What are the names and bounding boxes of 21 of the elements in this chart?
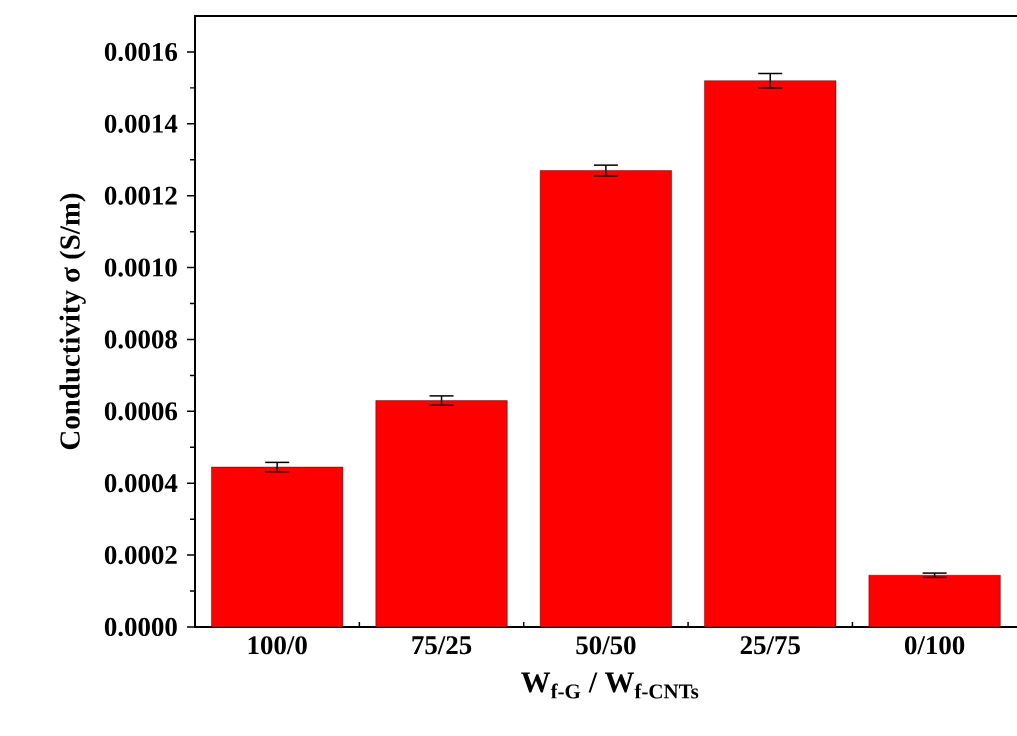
bar <box>868 575 1001 627</box>
bar <box>375 400 508 627</box>
bar <box>704 80 836 627</box>
x-axis-title: W$_{f-G}$ / W$_{f-CNTs}$ <box>521 672 699 699</box>
bar <box>540 170 672 627</box>
y-axis-title: Conductivity σ (S/m) <box>59 193 86 450</box>
bar <box>211 467 343 627</box>
x-tick-label: 50/50 <box>576 636 636 655</box>
y-tick-label: 0.0014 <box>104 114 178 133</box>
y-tick-label: 0.0008 <box>104 330 177 349</box>
y-tick-label: 0.0012 <box>104 186 177 205</box>
x-tick-label: 25/75 <box>740 636 800 655</box>
x-tick-label: 0/100 <box>905 636 965 655</box>
y-tick-label: 0.0016 <box>104 42 178 62</box>
y-tick-label: 0.0000 <box>104 617 177 637</box>
y-tick-label: 0.0002 <box>104 545 177 565</box>
y-tick-label: 0.0010 <box>104 258 177 277</box>
x-tick-label: 100/0 <box>248 636 307 655</box>
y-tick-label: 0.0006 <box>104 402 178 421</box>
y-tick-label: 0.0004 <box>104 474 178 493</box>
x-tick-label: 75/25 <box>412 636 472 655</box>
